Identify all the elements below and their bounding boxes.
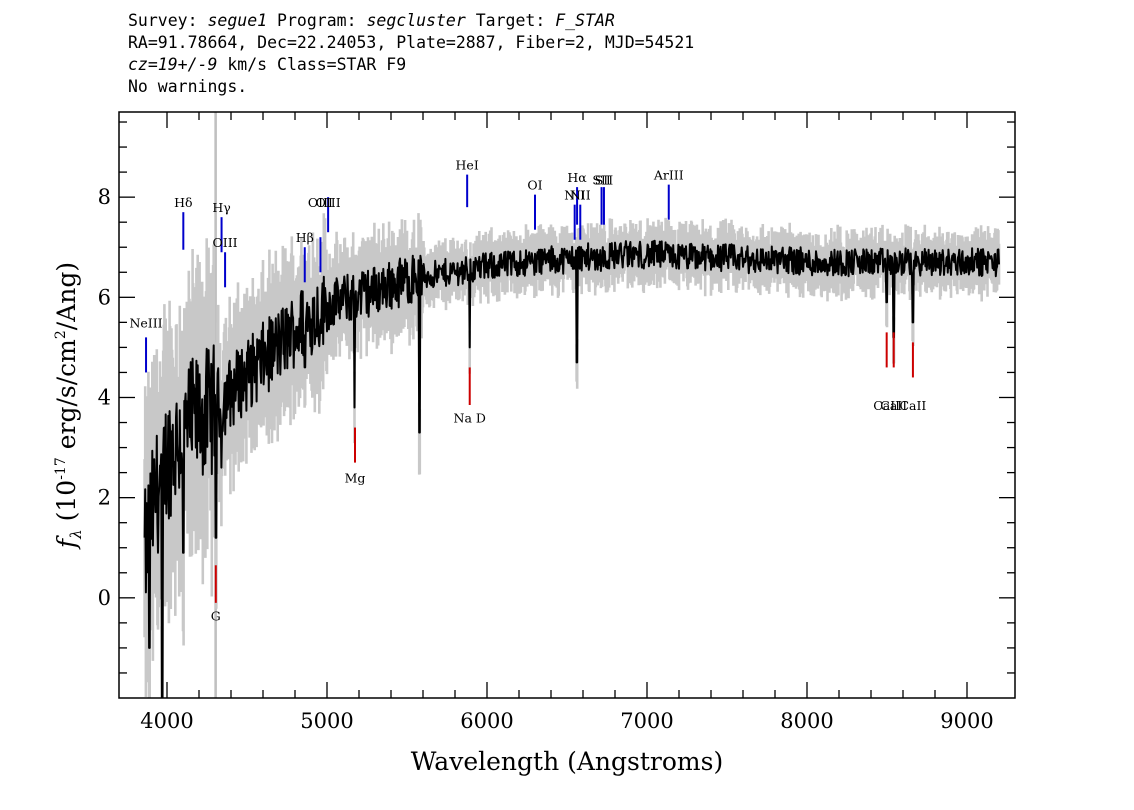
y-tick-label: 0 [98, 586, 111, 610]
absorption-marker-label: CaII [873, 398, 900, 413]
absorption-marker-label: CaII [899, 398, 926, 413]
y-axis-units-c: /Ang) [52, 262, 81, 330]
y-tick-label: 2 [98, 486, 111, 510]
emission-marker-label: NII [564, 188, 585, 203]
survey-value: segue1 [207, 11, 268, 30]
y-axis-sq: 2 [53, 330, 69, 339]
target-value: F_STAR [555, 11, 615, 30]
y-axis-flambda-f: f [52, 535, 81, 550]
y-tick-label: 8 [98, 185, 111, 209]
absorption-marker-label: CaII [880, 398, 907, 413]
warnings-text: No warnings. [128, 77, 248, 96]
x-tick-label: 4000 [140, 709, 193, 733]
target-label: Target: [475, 11, 546, 30]
emission-marker-label: NeIII [129, 315, 162, 330]
header-line-1: Survey: segue1 Program: segcluster Targe… [128, 10, 694, 32]
emission-marker-label: NII [570, 188, 591, 203]
y-axis-units-b: erg/s/cm [52, 339, 81, 457]
emission-marker-label: Hγ [212, 200, 230, 215]
redshift-value: cz=19+/-9 [128, 55, 218, 74]
y-tick-label: 6 [98, 285, 111, 309]
emission-marker-label: SII [595, 173, 614, 188]
error-band-path [143, 213, 1001, 698]
flux-series [143, 239, 1000, 698]
emission-marker-label: OIII [308, 195, 333, 210]
x-tick-label: 9000 [940, 709, 993, 733]
x-tick-label: 7000 [620, 709, 673, 733]
absorption-marker-label: Mg [345, 471, 366, 486]
plot-frame [118, 111, 1016, 699]
emission-marker-label: Hα [567, 170, 587, 185]
y-axis-title: fλ (10-17 erg/s/cm2/Ang) [52, 262, 85, 550]
x-tick-label: 8000 [780, 709, 833, 733]
class-value: km/s Class=STAR F9 [227, 55, 407, 74]
program-value: segcluster [366, 11, 466, 30]
x-axis-title: Wavelength (Angstroms) [411, 747, 723, 776]
y-axis-exp: -17 [53, 457, 69, 480]
emission-marker-label: HeI [456, 158, 479, 173]
emission-marker-label: OIII [316, 195, 341, 210]
survey-label: Survey: [128, 11, 198, 30]
spectrum-header: Survey: segue1 Program: segcluster Targe… [128, 10, 694, 98]
header-line-2: RA=91.78664, Dec=22.24053, Plate=2887, F… [128, 33, 695, 52]
tick-labels: 4000 5000 6000 7000 8000 9000 0 2 4 6 8 [98, 185, 994, 733]
program-label: Program: [277, 11, 357, 30]
y-axis-flambda-sub: λ [67, 529, 85, 540]
emission-marker-label: OIII [213, 235, 238, 250]
x-tick-label: 6000 [460, 709, 513, 733]
emission-marker-label: SII [592, 173, 611, 188]
axis-ticks [119, 112, 1015, 698]
flux-line [143, 239, 1000, 698]
emission-marker-label: Hδ [174, 195, 192, 210]
emission-marker-label: ArIII [653, 168, 684, 183]
y-axis-units-a: (10 [52, 480, 81, 530]
absorption-marker-label: Na D [454, 411, 486, 426]
emission-marker-label: Hβ [296, 230, 314, 245]
absorption-marker-label: G [211, 608, 221, 623]
x-tick-label: 5000 [300, 709, 353, 733]
y-tick-label: 4 [98, 385, 111, 409]
emission-marker-label: OI [527, 178, 542, 193]
header-line-3: cz=19+/-9 km/s Class=STAR F9 [128, 54, 694, 76]
flux-error-band [143, 213, 1001, 698]
